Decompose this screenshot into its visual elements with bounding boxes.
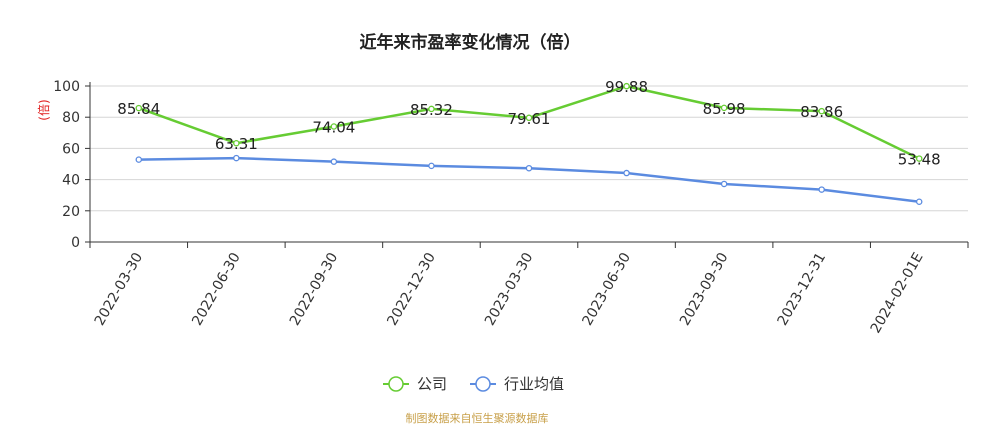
series-layer: 85.84 63.31 74.04 85.32 79.61 99.88 85.98 83.86… — [117, 78, 941, 206]
x-tick-label: 2022-12-30 — [384, 250, 439, 328]
data-point — [623, 82, 630, 90]
data-point — [135, 156, 143, 163]
source-note: 制图数据来自恒生聚源数据库 — [406, 411, 549, 425]
y-axis-label: (倍) — [36, 99, 51, 120]
data-label: 85.84 — [117, 100, 160, 118]
x-tick-label: 2022-03-30 — [92, 250, 147, 328]
legend-label: 公司 — [417, 375, 447, 393]
data-label: 99.88 — [605, 78, 648, 96]
data-point — [330, 123, 338, 130]
y-axis-ticks: 0 20 40 60 80 100 — [53, 79, 91, 251]
data-label: 74.04 — [312, 118, 355, 136]
data-point — [233, 154, 240, 162]
x-tick-label: 2023-03-30 — [482, 250, 537, 328]
x-tick-label: 2022-06-30 — [189, 250, 244, 328]
data-point — [720, 104, 728, 112]
data-label: 79.61 — [508, 110, 551, 128]
x-tick-label: 2024-02-01E — [868, 250, 927, 336]
x-tick-label: 2023-09-30 — [677, 250, 732, 328]
x-tick-label: 2023-12-31 — [775, 250, 830, 328]
y-tick-label: 100 — [53, 79, 80, 95]
legend-marker — [388, 376, 404, 392]
data-point — [233, 139, 240, 147]
data-point — [720, 180, 728, 188]
data-point — [525, 114, 533, 122]
data-point — [915, 198, 923, 206]
chart-title: 近年来市盈率变化情况（倍） — [360, 32, 581, 53]
y-tick-label: 60 — [62, 141, 80, 157]
legend: 公司 行业均值 — [383, 375, 564, 393]
data-point — [818, 186, 825, 193]
data-label: 85.98 — [703, 100, 746, 118]
data-point — [428, 105, 435, 113]
x-axis: 2022-03-30 2022-06-30 2022-09-30 2022-12-30… — [89, 241, 969, 336]
data-label: 85.32 — [410, 101, 453, 119]
legend-label: 行业均值 — [504, 375, 564, 393]
data-label: 83.86 — [800, 103, 843, 121]
y-tick-label: 80 — [62, 110, 80, 126]
data-point — [428, 162, 435, 170]
grid-lines — [90, 85, 968, 212]
y-tick-label: 40 — [62, 173, 80, 189]
data-point — [330, 158, 338, 165]
data-point — [818, 107, 825, 115]
data-label: 53.48 — [898, 151, 941, 169]
data-point — [525, 164, 533, 172]
data-point — [623, 169, 630, 177]
x-tick-label: 2022-09-30 — [287, 250, 342, 328]
y-tick-label: 0 — [71, 235, 80, 251]
data-point — [915, 155, 923, 162]
x-tick-label: 2023-06-30 — [579, 250, 634, 328]
data-point — [135, 104, 143, 112]
data-label: 63.31 — [215, 135, 258, 153]
legend-marker — [475, 376, 491, 392]
y-tick-label: 20 — [62, 204, 80, 220]
